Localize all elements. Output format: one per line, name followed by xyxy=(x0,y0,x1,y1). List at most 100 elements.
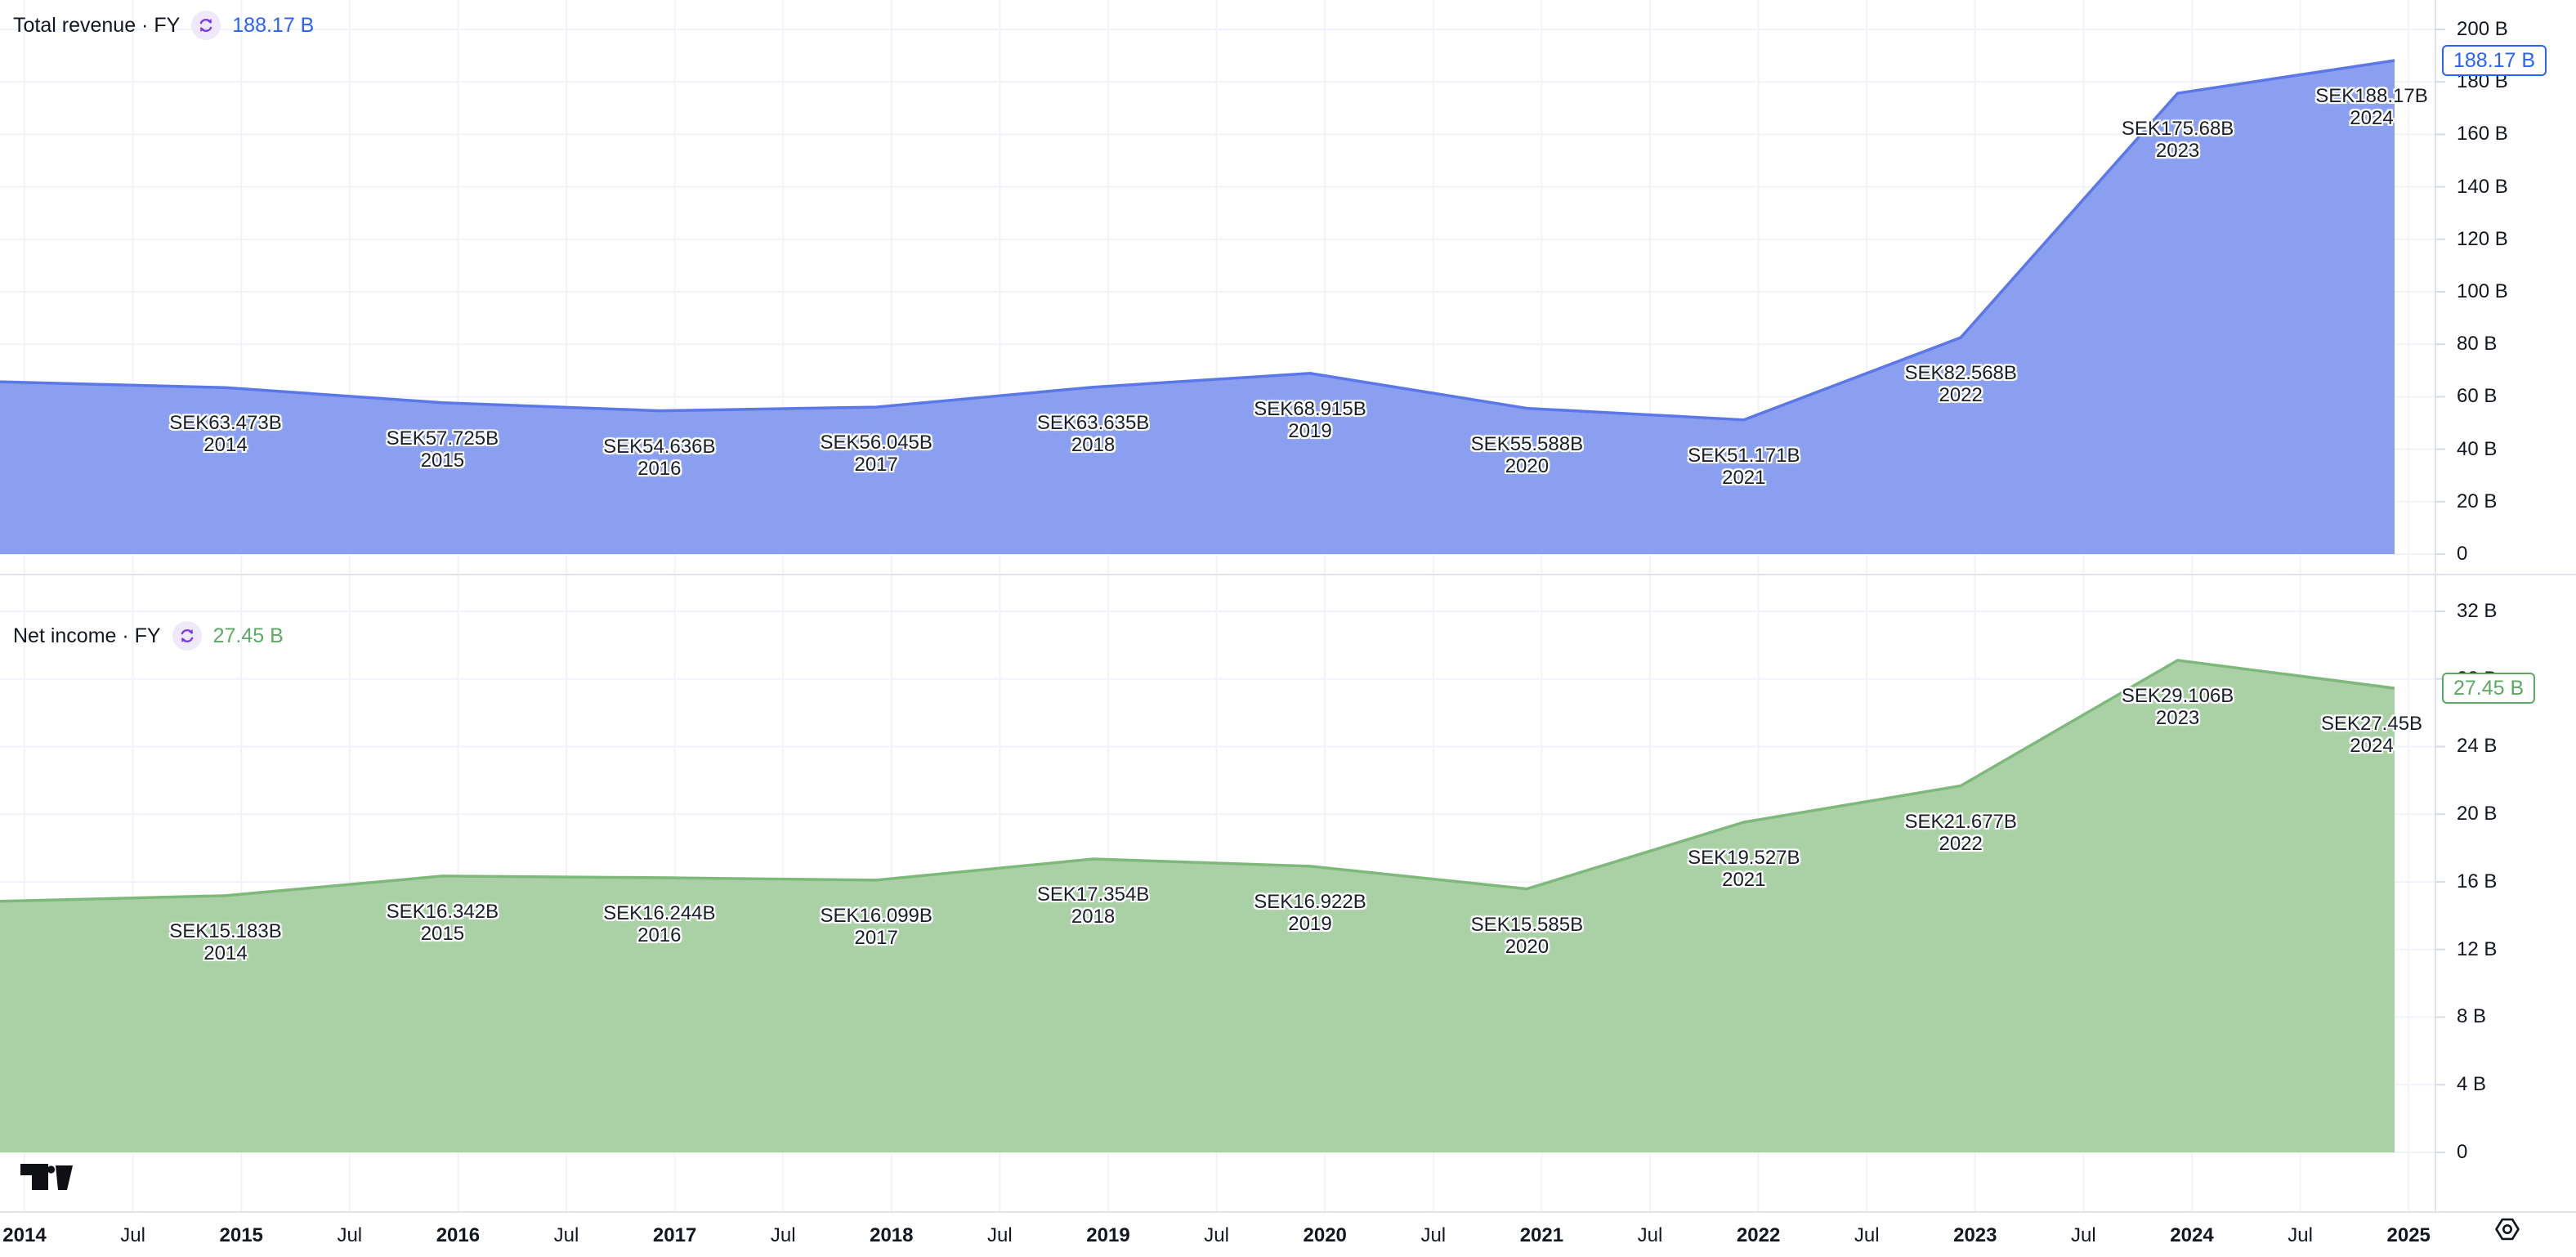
tradingview-logo[interactable] xyxy=(20,1164,73,1191)
data-label-year: 2016 xyxy=(637,457,682,480)
time-tick-label: 2023 xyxy=(1953,1224,1997,1246)
data-label-year: 2021 xyxy=(1722,869,1766,892)
data-label: SEK15.183B 2014 xyxy=(169,920,281,964)
data-label-value: SEK51.171B xyxy=(1688,444,1800,467)
data-label-value: SEK16.342B xyxy=(386,900,499,923)
data-label: SEK16.922B 2019 xyxy=(1254,891,1366,935)
price-tick-label: 8 B xyxy=(2457,1005,2487,1028)
data-label: SEK19.527B 2021 xyxy=(1688,847,1800,891)
data-label-value: SEK16.244B xyxy=(603,901,716,924)
time-tick-label: 2018 xyxy=(870,1224,914,1246)
data-label: SEK68.915B 2019 xyxy=(1254,398,1366,442)
pane-title-net-income: Net income · FY xyxy=(13,624,161,647)
pane-value-net-income: 27.45 B xyxy=(212,624,284,647)
time-tick-label: Jul xyxy=(1204,1224,1229,1246)
data-label: SEK55.588B 2020 xyxy=(1471,433,1583,477)
time-tick-label: 2019 xyxy=(1086,1224,1130,1246)
price-tick-label: 40 B xyxy=(2457,437,2498,460)
data-label-value: SEK57.725B xyxy=(386,427,499,450)
price-tick-label: 60 B xyxy=(2457,385,2498,408)
data-label-year: 2018 xyxy=(1071,905,1116,928)
area-series xyxy=(0,60,2395,554)
data-label-year: 2019 xyxy=(1288,419,1332,442)
time-tick-label: Jul xyxy=(2288,1224,2313,1246)
data-label: SEK175.68B 2023 xyxy=(2122,118,2234,162)
series-line xyxy=(0,659,2395,903)
data-label: SEK188.17B 2024 xyxy=(2315,85,2427,129)
time-tick-label: Jul xyxy=(987,1224,1013,1246)
data-label: SEK21.677B 2022 xyxy=(1904,811,2016,855)
price-tick-label: 140 B xyxy=(2457,175,2508,198)
time-tick-label: Jul xyxy=(1420,1224,1447,1246)
data-label-value: SEK63.635B xyxy=(1036,411,1150,434)
data-label: SEK17.354B 2018 xyxy=(1037,883,1149,928)
refresh-icon xyxy=(172,621,202,651)
time-tick-label: Jul xyxy=(2071,1224,2096,1246)
data-label-year: 2017 xyxy=(854,454,898,476)
data-label-value: SEK175.68B xyxy=(2121,118,2234,141)
data-label-value: SEK29.106B xyxy=(2121,684,2234,707)
data-label-year: 2022 xyxy=(1939,832,1983,855)
price-tick-label: 100 B xyxy=(2457,280,2508,302)
price-tick-label: 120 B xyxy=(2457,227,2508,250)
data-label-value: SEK16.922B xyxy=(1254,890,1366,913)
refresh-icon xyxy=(191,11,221,40)
data-label-value: SEK56.045B xyxy=(820,432,932,454)
data-label-year: 2014 xyxy=(203,434,248,457)
price-tick-label: 32 B xyxy=(2457,599,2498,622)
price-tick-label: 24 B xyxy=(2457,735,2498,758)
data-label: SEK27.45B 2024 xyxy=(2321,713,2422,757)
price-tick-label: 16 B xyxy=(2457,870,2498,892)
data-label: SEK54.636B 2016 xyxy=(603,436,715,480)
data-label-year: 2014 xyxy=(203,942,248,964)
data-label-year: 2020 xyxy=(1505,935,1550,958)
data-label: SEK16.244B 2016 xyxy=(603,902,715,946)
data-label-value: SEK15.585B xyxy=(1470,913,1584,936)
data-label: SEK57.725B 2015 xyxy=(387,427,499,472)
data-label-year: 2022 xyxy=(1939,383,1983,406)
time-tick-label: Jul xyxy=(1637,1224,1663,1246)
data-label-year: 2015 xyxy=(420,449,465,472)
price-tick-label: 0 xyxy=(2457,1141,2468,1163)
time-tick-label: 2021 xyxy=(1519,1224,1564,1246)
price-tick-label: 160 B xyxy=(2457,123,2508,145)
data-label-value: SEK54.636B xyxy=(603,435,716,458)
data-label-value: SEK16.099B xyxy=(820,904,932,927)
price-tick-label: 20 B xyxy=(2457,803,2498,825)
data-label-year: 2019 xyxy=(1288,912,1332,935)
data-label-value: SEK68.915B xyxy=(1254,397,1366,420)
data-label: SEK56.045B 2017 xyxy=(820,432,932,476)
price-tick-label: 200 B xyxy=(2457,18,2508,40)
data-label-year: 2020 xyxy=(1505,454,1550,477)
data-label-year: 2024 xyxy=(2350,106,2394,129)
data-label-year: 2015 xyxy=(420,922,465,945)
data-label: SEK15.585B 2020 xyxy=(1471,914,1583,958)
data-label: SEK63.473B 2014 xyxy=(169,412,281,456)
data-label: SEK82.568B 2022 xyxy=(1904,362,2016,406)
time-tick-label: 2022 xyxy=(1736,1224,1781,1246)
settings-gear-icon[interactable] xyxy=(2494,1216,2520,1242)
pane-title-total-revenue: Total revenue · FY xyxy=(13,13,181,37)
data-label: SEK16.342B 2015 xyxy=(387,901,499,945)
price-tick-label: 4 B xyxy=(2457,1073,2487,1096)
data-label: SEK51.171B 2021 xyxy=(1688,445,1800,489)
data-label-value: SEK15.183B xyxy=(169,919,282,942)
price-axis-marker: 27.45 B xyxy=(2442,673,2536,705)
data-label-year: 2021 xyxy=(1722,466,1766,489)
data-label-value: SEK21.677B xyxy=(1904,810,2017,833)
pane-header-total-revenue: Total revenue · FY 188.17 B xyxy=(13,10,314,41)
time-tick-label: 2015 xyxy=(219,1224,263,1246)
pane-value-total-revenue: 188.17 B xyxy=(232,13,315,37)
data-label-year: 2023 xyxy=(2155,140,2200,163)
data-label: SEK63.635B 2018 xyxy=(1037,412,1149,456)
data-label-value: SEK55.588B xyxy=(1470,432,1584,455)
series-line xyxy=(0,59,2395,422)
time-tick-label: Jul xyxy=(553,1224,579,1246)
data-label-year: 2018 xyxy=(1071,433,1116,456)
time-tick-label: 2025 xyxy=(2386,1224,2431,1246)
data-label-value: SEK19.527B xyxy=(1688,847,1800,870)
time-tick-label: 2020 xyxy=(1303,1224,1347,1246)
time-tick-label: 2024 xyxy=(2170,1224,2214,1246)
